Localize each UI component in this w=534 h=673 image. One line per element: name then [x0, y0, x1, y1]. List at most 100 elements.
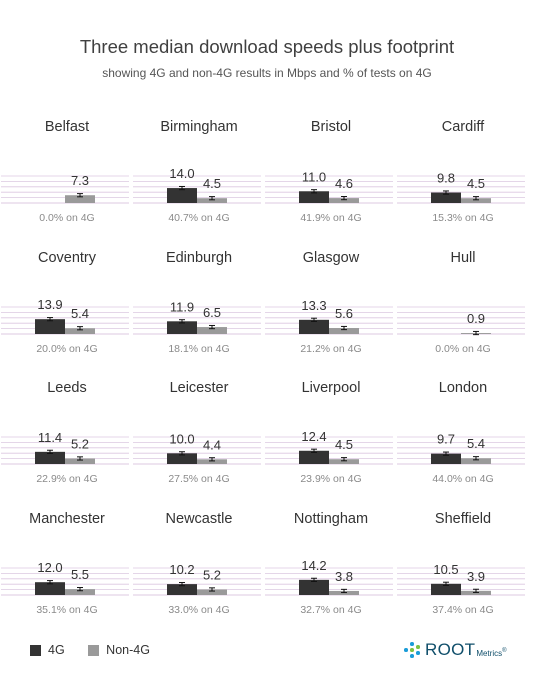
legend-swatch-4g: [30, 644, 41, 656]
data-label-leicester-non4g: 4.4: [203, 437, 221, 452]
bar-glasgow-4g: [299, 319, 329, 334]
data-label-glasgow-non4g: 5.6: [335, 306, 353, 321]
data-label-newcastle-4g: 10.2: [169, 562, 194, 577]
data-label-london-non4g: 5.4: [467, 436, 485, 451]
city-name-glasgow: Glasgow: [303, 250, 360, 266]
city-name-leeds: Leeds: [47, 380, 87, 396]
footprint-glasgow: 21.2% on 4G: [300, 343, 361, 355]
bar-london-non4g: [461, 458, 491, 464]
footprint-bristol: 41.9% on 4G: [300, 212, 361, 224]
data-label-nottingham-non4g: 3.8: [335, 569, 353, 584]
footprint-liverpool: 23.9% on 4G: [300, 473, 361, 485]
city-name-london: London: [439, 380, 487, 396]
logo-brand: ROOT: [425, 640, 476, 659]
bar-newcastle-non4g: [197, 589, 227, 595]
data-label-bristol-non4g: 4.6: [335, 176, 353, 191]
data-label-edinburgh-non4g: 6.5: [203, 305, 221, 320]
data-label-london-4g: 9.7: [437, 432, 455, 447]
legend: 4G Non-4G: [30, 643, 170, 659]
footprint-leeds: 22.9% on 4G: [36, 473, 97, 485]
data-label-cardiff-4g: 9.8: [437, 171, 455, 186]
bar-london-4g: [431, 453, 461, 464]
data-label-cardiff-non4g: 4.5: [467, 176, 485, 191]
bar-nottingham-4g: [299, 579, 329, 595]
footprint-hull: 0.0% on 4G: [435, 343, 490, 355]
city-name-cardiff: Cardiff: [442, 119, 485, 135]
footprint-coventry: 20.0% on 4G: [36, 343, 97, 355]
data-label-edinburgh-4g: 11.9: [170, 299, 194, 314]
data-label-leeds-non4g: 5.2: [71, 436, 89, 451]
city-name-nottingham: Nottingham: [294, 511, 368, 527]
data-label-leeds-4g: 11.4: [38, 430, 62, 445]
bar-cardiff-4g: [431, 192, 461, 203]
city-name-manchester: Manchester: [29, 511, 105, 527]
bar-edinburgh-4g: [167, 321, 197, 334]
city-name-sheffield: Sheffield: [435, 511, 491, 527]
footprint-belfast: 0.0% on 4G: [39, 212, 94, 224]
city-name-hull: Hull: [451, 250, 476, 266]
city-name-coventry: Coventry: [38, 250, 97, 266]
data-label-nottingham-4g: 14.2: [301, 558, 326, 573]
small-multiples-chart: Belfast 7.3 0.0% on 4G Birmingham 14.0 4.5 40.…: [1, 119, 525, 616]
data-label-leicester-4g: 10.0: [169, 431, 194, 446]
footprint-leicester: 27.5% on 4G: [168, 473, 229, 485]
legend-item-4g: 4G: [30, 643, 65, 657]
footprint-edinburgh: 18.1% on 4G: [168, 343, 229, 355]
bar-manchester-non4g: [65, 589, 95, 595]
footprint-newcastle: 33.0% on 4G: [168, 604, 229, 616]
data-label-liverpool-non4g: 4.5: [335, 437, 353, 452]
rootmetrics-logo: ROOT Metrics ®: [404, 640, 507, 660]
data-label-birmingham-4g: 14.0: [169, 166, 194, 181]
bar-sheffield-4g: [431, 583, 461, 595]
city-name-belfast: Belfast: [45, 119, 89, 135]
footprint-manchester: 35.1% on 4G: [36, 604, 97, 616]
city-name-birmingham: Birmingham: [160, 119, 237, 135]
bar-liverpool-non4g: [329, 459, 359, 464]
city-name-edinburgh: Edinburgh: [166, 250, 232, 266]
bar-birmingham-non4g: [197, 198, 227, 203]
city-name-bristol: Bristol: [311, 119, 351, 135]
bar-coventry-non4g: [65, 328, 95, 334]
footprint-sheffield: 37.4% on 4G: [432, 604, 493, 616]
data-label-liverpool-4g: 12.4: [301, 429, 326, 444]
city-name-newcastle: Newcastle: [166, 511, 233, 527]
bar-leeds-non4g: [65, 458, 95, 464]
legend-label-4g: 4G: [48, 643, 65, 657]
footprint-cardiff: 15.3% on 4G: [432, 212, 493, 224]
bar-cardiff-non4g: [461, 198, 491, 203]
legend-swatch-non4g: [88, 644, 100, 656]
data-label-sheffield-non4g: 3.9: [467, 569, 485, 584]
data-label-bristol-4g: 11.0: [302, 169, 326, 184]
bar-edinburgh-non4g: [197, 327, 227, 334]
data-label-manchester-non4g: 5.5: [71, 567, 89, 582]
city-name-liverpool: Liverpool: [302, 380, 361, 396]
bar-belfast-non4g: [65, 195, 95, 203]
data-label-sheffield-4g: 10.5: [433, 562, 458, 577]
data-label-glasgow-4g: 13.3: [301, 298, 326, 313]
data-label-coventry-non4g: 5.4: [71, 306, 89, 321]
bar-leeds-4g: [35, 451, 65, 464]
footprint-london: 44.0% on 4G: [432, 473, 493, 485]
legend-label-non4g: Non-4G: [106, 643, 150, 657]
bar-manchester-4g: [35, 582, 65, 595]
bar-birmingham-4g: [167, 188, 197, 203]
bar-leicester-non4g: [197, 459, 227, 464]
logo-suffix: Metrics: [476, 648, 503, 658]
bar-liverpool-4g: [299, 450, 329, 464]
chart-subtitle: showing 4G and non-4G results in Mbps an…: [102, 66, 432, 80]
data-label-hull-non4g: 0.9: [467, 311, 485, 326]
data-label-newcastle-non4g: 5.2: [203, 567, 221, 582]
data-label-coventry-4g: 13.9: [37, 297, 62, 312]
bar-bristol-non4g: [329, 198, 359, 203]
data-label-manchester-4g: 12.0: [37, 560, 62, 575]
bar-coventry-4g: [35, 319, 65, 334]
footprint-nottingham: 32.7% on 4G: [300, 604, 361, 616]
bar-glasgow-non4g: [329, 328, 359, 334]
city-name-leicester: Leicester: [170, 380, 229, 396]
data-label-birmingham-non4g: 4.5: [203, 176, 221, 191]
bar-bristol-4g: [299, 191, 329, 203]
bar-leicester-4g: [167, 453, 197, 464]
logo-dots-icon: [404, 641, 422, 659]
legend-item-non4g: Non-4G: [88, 643, 150, 657]
bar-newcastle-4g: [167, 584, 197, 595]
